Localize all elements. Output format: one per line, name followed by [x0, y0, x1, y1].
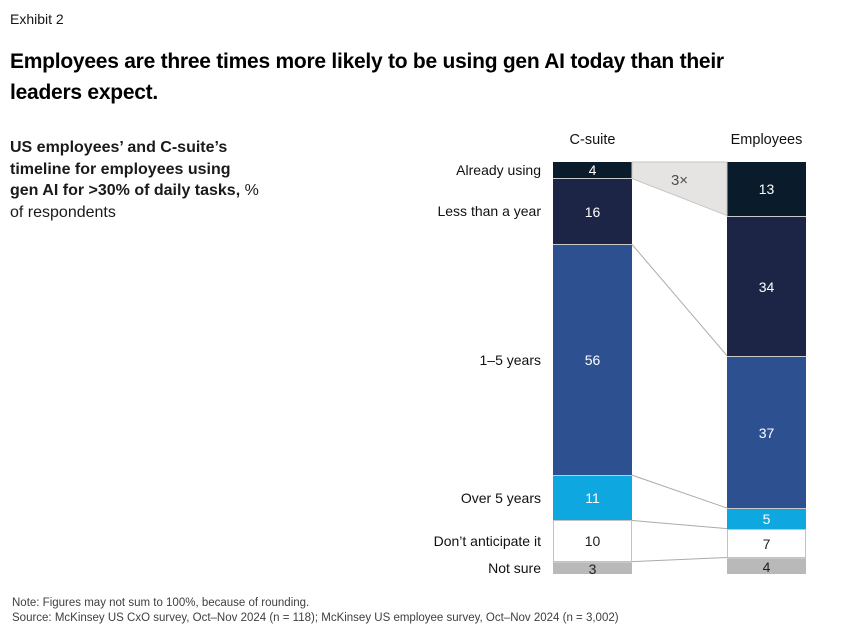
bar-c-suite: 4 16 56 11 10 3 [553, 162, 632, 577]
segment-employees-don-t-anticipate-it: 7 [727, 529, 806, 558]
chart-description-line: US employees’ and C-suite’s [10, 139, 228, 156]
segment-employees-1-5-years: 37 [727, 356, 806, 508]
bar-employees: 13 34 37 5 7 4 [727, 162, 806, 574]
chart-description-bold: gen AI for >30% of daily tasks, [10, 182, 241, 199]
column-header-c-suite: C-suite [569, 132, 616, 148]
exhibit-title: Employees are three times more likely to… [10, 46, 724, 108]
segment-value: 7 [762, 535, 771, 552]
category-label-don-t-anticipate-it: Don’t anticipate it [433, 533, 541, 550]
connector-line [631, 519, 728, 530]
segment-c-suite-don-t-anticipate-it: 10 [553, 520, 632, 562]
segment-c-suite-1-5-years: 56 [553, 244, 632, 475]
category-label-over-5-years: Over 5 years [460, 489, 541, 506]
exhibit-label: Exhibit 2 [10, 11, 64, 27]
exhibit-title-line: leaders expect. [10, 81, 159, 104]
segment-value: 4 [588, 162, 597, 178]
segment-value: 16 [584, 203, 601, 220]
segment-value: 11 [585, 490, 600, 506]
exhibit-title-line: Employees are three times more likely to… [10, 50, 724, 73]
segment-value: 5 [762, 511, 771, 527]
segment-value: 4 [762, 558, 771, 575]
source-text: Source: McKinsey US CxO survey, Oct–Nov … [12, 612, 619, 624]
connector-line [631, 244, 728, 356]
segment-value: 37 [758, 424, 775, 441]
chart-description-unit: % [244, 182, 259, 199]
connector-line [631, 557, 728, 563]
category-label-already-using: Already using [456, 162, 541, 179]
segment-c-suite-over-5-years: 11 [553, 475, 632, 520]
category-label-1-5-years: 1–5 years [479, 351, 541, 368]
segment-employees-less-than-a-year: 34 [727, 216, 806, 356]
segment-employees-not-sure: 4 [727, 558, 806, 574]
chart-description-line: of respondents [10, 203, 116, 221]
segment-value: 13 [758, 181, 775, 197]
segment-value: 10 [584, 533, 601, 549]
segment-c-suite-not-sure: 3 [553, 560, 632, 577]
segment-employees-already-using: 13 [727, 162, 806, 216]
ratio-band [631, 161, 728, 217]
note-text: Note: Figures may not sum to 100%, becau… [12, 597, 310, 609]
chart-description: US employees’ and C-suite’s timeline for… [10, 137, 259, 223]
segment-employees-over-5-years: 5 [727, 508, 806, 529]
connector-line [631, 474, 728, 509]
chart-description-line: gen AI for >30% of daily tasks, % [10, 180, 259, 202]
segment-c-suite-already-using: 4 [553, 162, 632, 178]
segment-value: 56 [584, 352, 601, 368]
category-label-less-than-a-year: Less than a year [437, 203, 541, 220]
segment-c-suite-less-than-a-year: 16 [553, 178, 632, 244]
column-header-employees: Employees [730, 132, 803, 148]
chart-description-line: timeline for employees using [10, 160, 231, 178]
segment-value: 34 [758, 278, 775, 295]
ratio-annotation: 3× [671, 172, 688, 189]
segment-value: 3 [588, 560, 597, 577]
category-label-not-sure: Not sure [488, 559, 541, 576]
